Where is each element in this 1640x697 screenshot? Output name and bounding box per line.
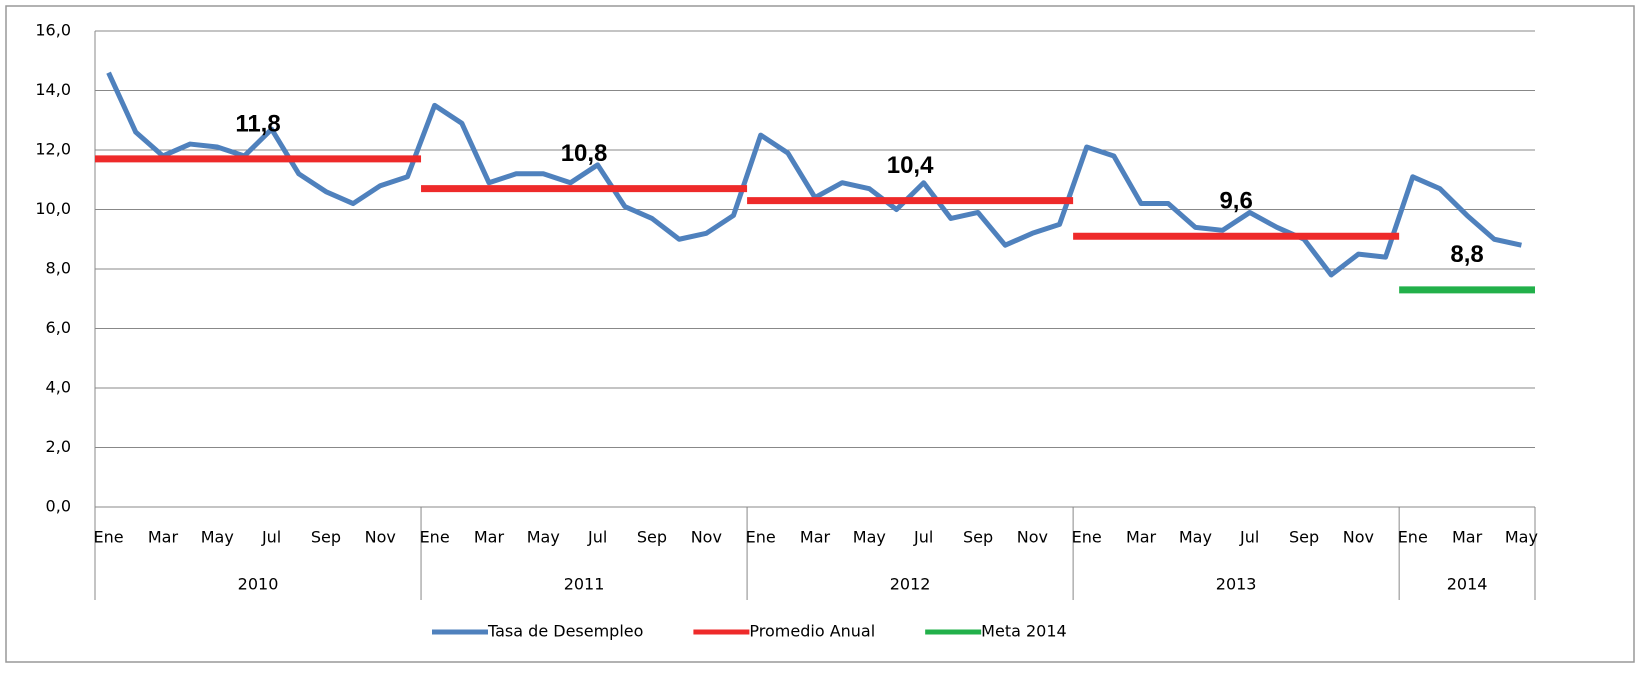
- x-tick-label: Ene: [420, 528, 450, 547]
- x-tick-label: Sep: [963, 528, 993, 547]
- x-tick-label: Mar: [148, 528, 179, 547]
- legend-label: Promedio Anual: [749, 622, 875, 641]
- x-tick-label: Jul: [1239, 528, 1259, 547]
- legend-label: Meta 2014: [981, 622, 1067, 641]
- y-tick-label: 8,0: [46, 259, 71, 278]
- chart-frame: [5, 5, 1635, 663]
- x-tick-label: May: [527, 528, 560, 547]
- x-tick-label: May: [1505, 528, 1538, 547]
- x-tick-label: Nov: [1017, 528, 1048, 547]
- x-tick-label: Jul: [261, 528, 281, 547]
- x-tick-label: May: [853, 528, 886, 547]
- x-tick-label: Ene: [746, 528, 776, 547]
- x-tick-label: Jul: [587, 528, 607, 547]
- x-tick-label: Mar: [474, 528, 505, 547]
- x-tick-label: Ene: [94, 528, 124, 547]
- y-tick-label: 0,0: [46, 497, 71, 516]
- annotation: 9,6: [1219, 188, 1252, 215]
- x-tick-label: Nov: [1343, 528, 1374, 547]
- year-label: 2014: [1447, 575, 1488, 594]
- x-tick-label: Ene: [1072, 528, 1102, 547]
- x-tick-label: Mar: [1452, 528, 1483, 547]
- y-tick-label: 2,0: [46, 437, 71, 456]
- x-tick-label: Sep: [1289, 528, 1319, 547]
- y-tick-label: 16,0: [35, 21, 71, 40]
- year-label: 2010: [238, 575, 279, 594]
- x-tick-label: Sep: [637, 528, 667, 547]
- annotation: 10,8: [561, 140, 608, 167]
- annotation: 8,8: [1450, 241, 1483, 268]
- x-tick-label: May: [1179, 528, 1212, 547]
- x-tick-label: Mar: [800, 528, 831, 547]
- annotation: 10,4: [887, 152, 934, 179]
- annotation: 11,8: [235, 110, 280, 137]
- legend-label: Tasa de Desempleo: [487, 622, 643, 641]
- y-tick-label: 4,0: [46, 378, 71, 397]
- x-tick-label: Ene: [1398, 528, 1428, 547]
- year-label: 2011: [564, 575, 605, 594]
- x-tick-label: May: [201, 528, 234, 547]
- year-label: 2012: [890, 575, 931, 594]
- x-tick-label: Sep: [311, 528, 341, 547]
- x-tick-label: Nov: [365, 528, 396, 547]
- y-tick-label: 14,0: [35, 80, 71, 99]
- x-tick-label: Jul: [913, 528, 933, 547]
- y-tick-label: 10,0: [35, 199, 71, 218]
- year-label: 2013: [1216, 575, 1257, 594]
- y-tick-label: 6,0: [46, 318, 71, 337]
- x-tick-label: Mar: [1126, 528, 1157, 547]
- x-tick-label: Nov: [691, 528, 722, 547]
- y-tick-label: 12,0: [35, 140, 71, 159]
